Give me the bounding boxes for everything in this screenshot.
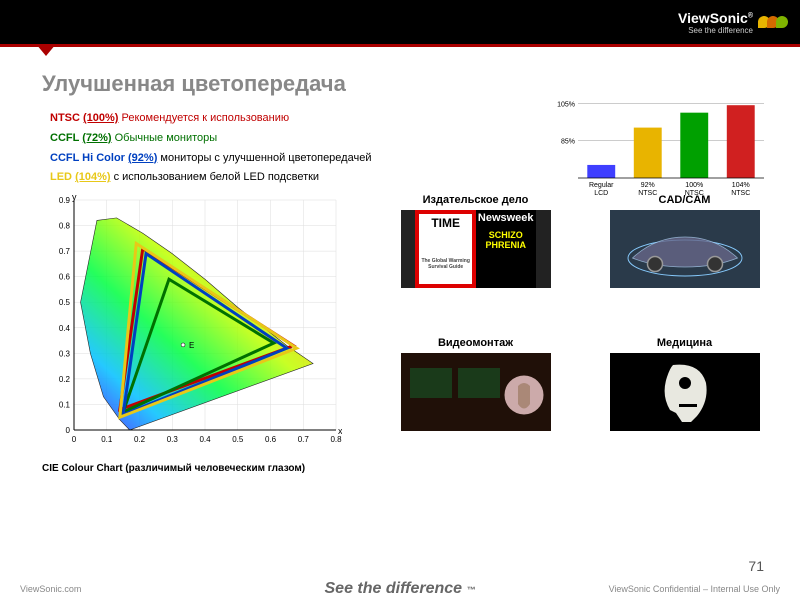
svg-text:104%: 104% <box>732 182 750 189</box>
svg-text:Regular: Regular <box>589 182 614 189</box>
svg-text:NTSC: NTSC <box>685 190 704 197</box>
footer-left: ViewSonic.com <box>20 584 81 594</box>
cie-chart-wrap: 0 0.1 0.2 0.3 0.4 0.5 0.6 0.7 0.8 0 0.1 0.2 0.3 0.4 0.… <box>42 194 362 474</box>
top-bar: ViewSonic® See the difference <box>0 0 800 44</box>
svg-text:0.3: 0.3 <box>167 435 179 444</box>
svg-text:0: 0 <box>66 426 71 435</box>
svg-text:0.5: 0.5 <box>59 298 71 307</box>
app-thumb-publishing: TIMEThe Global WarmingSurvival GuideNews… <box>401 210 551 288</box>
cie-chart: 0 0.1 0.2 0.3 0.4 0.5 0.6 0.7 0.8 0 0.1 0.2 0.3 0.4 0.… <box>42 194 342 454</box>
main-content: 0 0.1 0.2 0.3 0.4 0.5 0.6 0.7 0.8 0 0.1 0.2 0.3 0.4 0.… <box>0 188 800 474</box>
svg-text:0.7: 0.7 <box>298 435 310 444</box>
svg-text:0.1: 0.1 <box>101 435 113 444</box>
svg-text:0.4: 0.4 <box>199 435 211 444</box>
cie-caption: CIE Colour Chart (различимый человечески… <box>42 463 362 474</box>
svg-text:0.2: 0.2 <box>134 435 146 444</box>
page-number: 71 <box>748 558 764 574</box>
birds-icon <box>761 16 788 28</box>
svg-text:105%: 105% <box>557 101 575 108</box>
brand-tagline: See the difference <box>678 26 753 35</box>
svg-text:0.3: 0.3 <box>59 350 71 359</box>
svg-text:0.6: 0.6 <box>59 273 71 282</box>
app-title: Издательское дело <box>380 194 571 206</box>
brand-block: ViewSonic® See the difference <box>678 10 753 35</box>
svg-text:0.6: 0.6 <box>265 435 277 444</box>
svg-text:0.8: 0.8 <box>59 222 71 231</box>
svg-text:0.7: 0.7 <box>59 247 71 256</box>
svg-text:NTSC: NTSC <box>731 190 750 197</box>
svg-text:0.2: 0.2 <box>59 375 71 384</box>
red-divider <box>0 44 800 47</box>
footer: ViewSonic.com See the difference ™ ViewS… <box>0 584 800 594</box>
app-title: Медицина <box>589 337 780 349</box>
svg-text:LCD: LCD <box>594 190 608 197</box>
application-grid: Издательское дело TIMEThe Global WarmingS… <box>380 194 780 474</box>
app-cell: CAD/CAM <box>589 194 780 331</box>
footer-center: See the difference ™ <box>325 580 476 598</box>
app-cell: Медицина <box>589 337 780 474</box>
app-cell: Видеомонтаж <box>380 337 571 474</box>
app-thumb-medical <box>610 353 760 431</box>
bird-icon <box>776 16 788 28</box>
svg-text:0.9: 0.9 <box>59 196 71 205</box>
svg-text:0: 0 <box>72 435 77 444</box>
svg-text:0.5: 0.5 <box>232 435 244 444</box>
svg-text:x: x <box>338 426 342 436</box>
svg-text:NTSC: NTSC <box>638 190 657 197</box>
svg-text:0.8: 0.8 <box>330 435 342 444</box>
ntsc-bar-chart: 85%105%RegularLCD92%NTSC100%NTSC104%NTSC <box>550 86 770 206</box>
svg-text:85%: 85% <box>561 139 575 146</box>
svg-text:E: E <box>189 341 194 350</box>
app-thumb-video <box>401 353 551 431</box>
svg-text:92%: 92% <box>641 182 655 189</box>
footer-right: ViewSonic Confidential – Internal Use On… <box>609 584 780 594</box>
app-thumb-cadcam <box>610 210 760 288</box>
svg-text:0.4: 0.4 <box>59 324 71 333</box>
app-title: Видеомонтаж <box>380 337 571 349</box>
svg-text:100%: 100% <box>685 182 703 189</box>
brand-name: ViewSonic® <box>678 10 753 26</box>
app-cell: Издательское дело TIMEThe Global WarmingS… <box>380 194 571 331</box>
svg-text:y: y <box>72 194 77 202</box>
svg-text:0.1: 0.1 <box>59 401 71 410</box>
